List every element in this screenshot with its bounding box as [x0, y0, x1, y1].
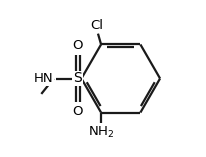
Text: NH$_2$: NH$_2$ [88, 125, 114, 140]
Text: S: S [73, 71, 82, 86]
Text: O: O [72, 105, 83, 118]
Text: Cl: Cl [90, 19, 103, 32]
Text: O: O [72, 39, 83, 52]
Text: HN: HN [33, 72, 53, 85]
